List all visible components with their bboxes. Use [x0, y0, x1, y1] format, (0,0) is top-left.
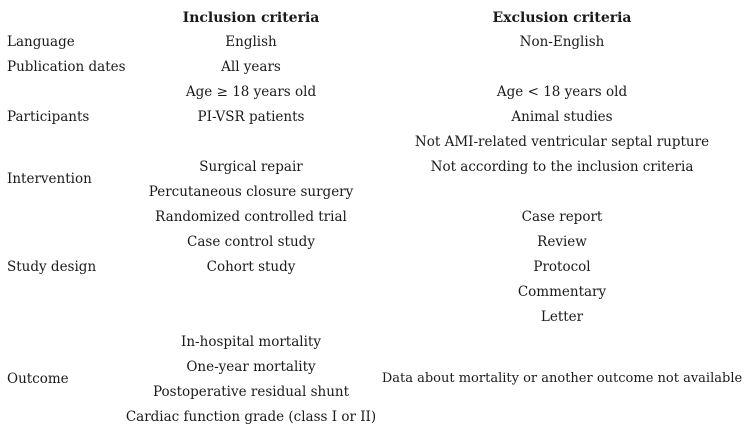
exclusion-cell: Letter	[540, 309, 584, 325]
inclusion-cell: English	[225, 34, 277, 50]
inclusion-cell: All years	[221, 59, 281, 75]
row-label-intervention: Intervention	[7, 171, 92, 187]
inclusion-cell: In-hospital mortality	[181, 334, 321, 350]
row-label-publication-dates: Publication dates	[7, 59, 126, 75]
inclusion-cell: Postoperative residual shunt	[152, 384, 350, 400]
exclusion-cell: Not according to the inclusion criteria	[430, 159, 694, 175]
inclusion-cell: Cohort study	[206, 259, 296, 275]
exclusion-cell: Commentary	[517, 284, 607, 300]
inclusion-cell: Surgical repair	[199, 159, 303, 175]
exclusion-cell: Non-English	[519, 34, 605, 50]
header-inclusion: Inclusion criteria	[182, 10, 320, 26]
inclusion-cell: Randomized controlled trial	[155, 209, 347, 225]
inclusion-cell: Age ≥ 18 years old	[185, 84, 317, 100]
exclusion-cell: Review	[537, 234, 587, 250]
row-label-language: Language	[7, 34, 75, 50]
exclusion-cell: Protocol	[533, 259, 591, 275]
header-exclusion: Exclusion criteria	[492, 10, 632, 26]
row-label-participants: Participants	[7, 109, 90, 125]
exclusion-cell: Age < 18 years old	[496, 84, 628, 100]
row-label-outcome: Outcome	[7, 371, 69, 387]
exclusion-cell: Case report	[521, 209, 603, 225]
exclusion-cell: Not AMI-related ventricular septal ruptu…	[414, 134, 710, 150]
inclusion-cell: PI-VSR patients	[197, 109, 305, 125]
inclusion-cell: Case control study	[187, 234, 315, 250]
inclusion-cell: One-year mortality	[186, 359, 316, 375]
inclusion-cell: Cardiac function grade (class I or II)	[125, 409, 377, 425]
inclusion-cell: Percutaneous closure surgery	[148, 184, 354, 200]
exclusion-cell: Data about mortality or another outcome …	[381, 371, 743, 386]
exclusion-cell: Animal studies	[511, 109, 613, 125]
row-label-study-design: Study design	[7, 259, 97, 275]
